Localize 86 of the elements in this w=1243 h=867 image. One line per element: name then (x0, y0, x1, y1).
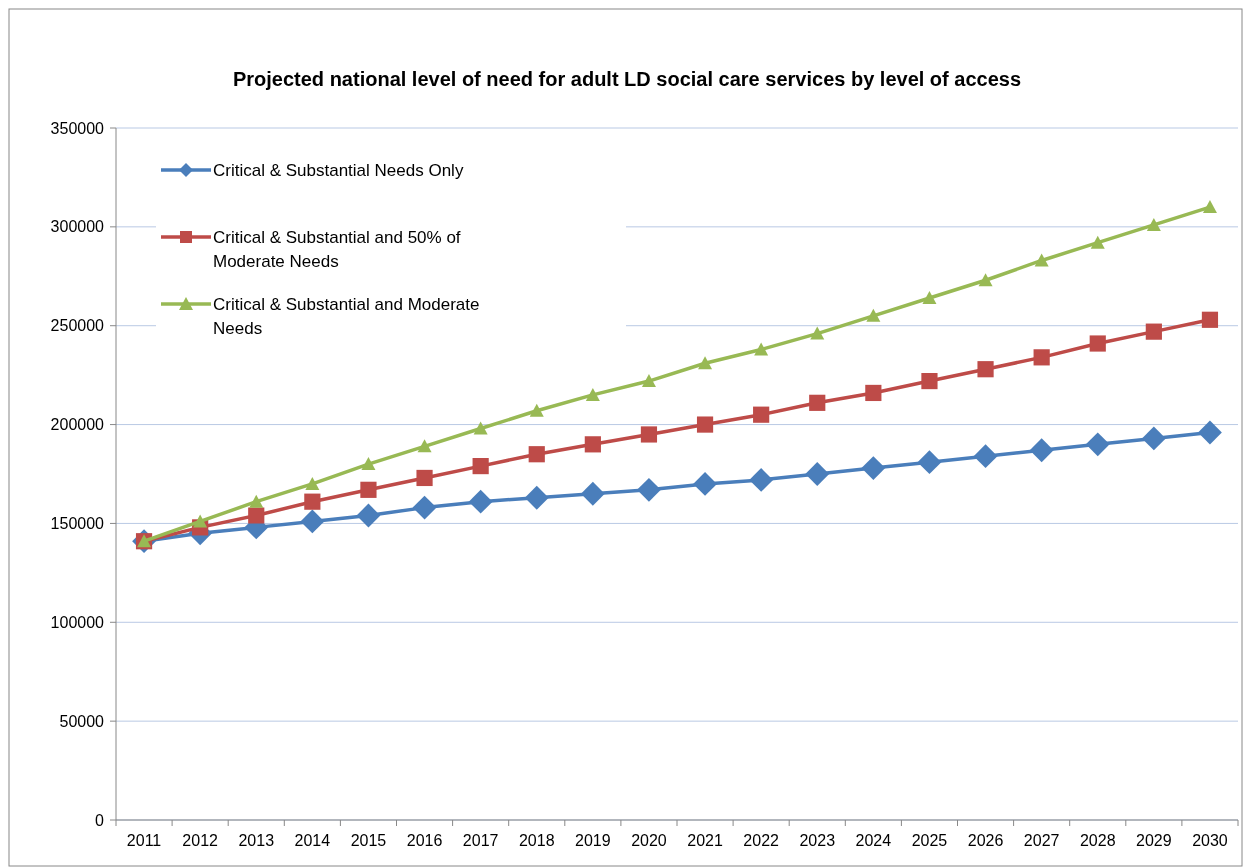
x-tick-label: 2018 (518, 832, 555, 849)
x-tick-label: 2029 (1136, 832, 1172, 849)
y-tick-label: 100000 (50, 613, 105, 631)
point (1198, 420, 1222, 445)
point (698, 356, 713, 370)
point (749, 468, 774, 492)
point (637, 477, 661, 502)
point (866, 308, 881, 322)
chart-title: Projected national level of need for adult LD social care services by level of access (232, 68, 1022, 90)
point (584, 436, 601, 453)
x-tick-label: 2021 (687, 832, 723, 849)
y-tick-label: 200000 (50, 416, 105, 434)
point (865, 384, 882, 402)
x-tick-label: 2015 (350, 832, 387, 849)
point (1033, 349, 1050, 366)
point (524, 485, 549, 510)
x-tick-label: 2016 (406, 832, 443, 849)
point (248, 507, 265, 524)
x-tick-label: 2017 (462, 832, 499, 849)
point (472, 457, 489, 475)
point (1090, 235, 1105, 249)
point (468, 489, 493, 514)
x-tick-label: 2022 (743, 832, 780, 849)
point (417, 439, 432, 453)
point (416, 469, 433, 487)
point (1201, 311, 1219, 328)
point (977, 361, 994, 378)
y-tick-label: 300000 (50, 218, 105, 236)
point (1029, 438, 1054, 463)
legend-label: Critical & Substantial and 50% of Moderate Needs (213, 227, 461, 271)
point (1089, 335, 1106, 352)
x-tick-label: 2013 (238, 832, 275, 849)
point (922, 291, 937, 305)
x-tick-label: 2026 (967, 832, 1004, 849)
x-tick-label: 2019 (575, 832, 611, 849)
point (360, 481, 377, 498)
point (1141, 426, 1166, 451)
y-tick-label: 350000 (50, 119, 105, 137)
y-tick-label: 50000 (59, 712, 105, 730)
point (361, 457, 376, 471)
point (696, 416, 714, 433)
point (304, 493, 321, 510)
x-tick-label: 2020 (631, 832, 667, 849)
point (1202, 200, 1217, 214)
point (528, 446, 545, 463)
point (1085, 432, 1110, 457)
x-tick-label: 2023 (799, 832, 836, 849)
point (973, 444, 998, 469)
point (754, 342, 769, 356)
point (921, 372, 938, 390)
point (641, 374, 656, 388)
point (1034, 253, 1049, 267)
point (529, 403, 544, 417)
point (412, 495, 437, 520)
point (356, 503, 381, 528)
point (805, 462, 830, 486)
x-tick-label: 2012 (182, 832, 219, 849)
point (473, 421, 488, 435)
point (640, 426, 658, 443)
point (193, 514, 208, 528)
x-tick-label: 2027 (1023, 832, 1060, 849)
legend-label: Critical & Substantial and Moderate Needs (213, 294, 480, 338)
x-tick-label: 2030 (1192, 832, 1228, 849)
x-tick-label: 2025 (911, 832, 948, 849)
point (861, 456, 886, 480)
point (1145, 323, 1162, 340)
point (809, 394, 826, 411)
point (249, 494, 264, 508)
point (580, 481, 605, 506)
y-tick-label: 0 (95, 811, 105, 829)
point (300, 509, 325, 534)
point (917, 450, 942, 475)
point (1146, 217, 1161, 231)
point (305, 476, 320, 490)
point (753, 406, 770, 423)
point (693, 471, 717, 496)
x-tick-label: 2028 (1079, 832, 1116, 849)
x-tick-label: 2014 (294, 832, 331, 849)
x-tick-label: 2011 (126, 832, 162, 849)
y-tick-label: 150000 (50, 515, 105, 533)
legend-label: Critical & Substantial Needs Only (213, 160, 464, 180)
point (810, 326, 825, 340)
point (585, 387, 600, 401)
y-tick-label: 250000 (50, 317, 105, 335)
point (978, 273, 993, 287)
x-tick-label: 2024 (855, 832, 892, 849)
